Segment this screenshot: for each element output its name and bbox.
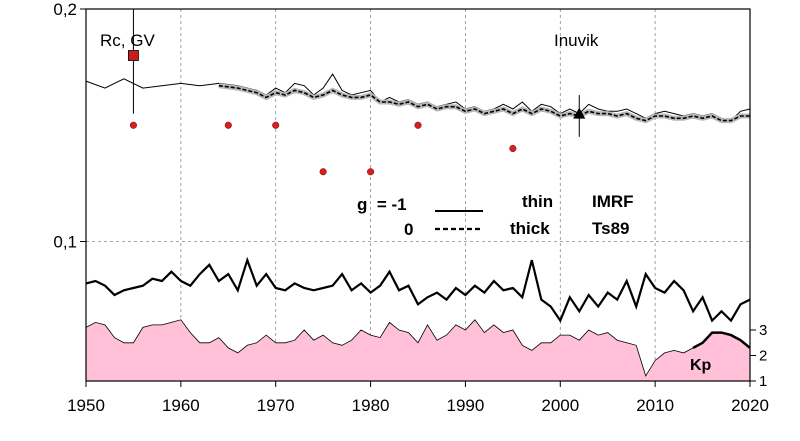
kp-area-fill — [85, 319, 751, 382]
y-axis-label: Rc, GV — [100, 31, 155, 50]
x-tick-label-2010: 2010 — [636, 396, 674, 415]
kp-tick-label-2: 3 — [759, 322, 767, 339]
x-tick-label-2020: 2020 — [731, 396, 769, 415]
triangle_with_errorbar-shape — [573, 107, 586, 119]
data-point-1980 — [367, 168, 375, 176]
kp-tick-label-0: 1 — [759, 373, 767, 390]
legend-g-label-1: g = -1 — [357, 195, 407, 214]
data-point-1975 — [319, 168, 327, 176]
data-point-1955 — [129, 121, 137, 129]
kp-curve-tail — [692, 331, 751, 350]
kp-tick-label-1: 2 — [759, 348, 767, 365]
x-tick-label-2000: 2000 — [541, 396, 579, 415]
markers-group — [128, 9, 586, 137]
series-ts89-line — [218, 84, 750, 122]
station-label: Inuvik — [554, 31, 599, 50]
series-group — [85, 73, 751, 323]
x-tick-label-1970: 1970 — [257, 396, 295, 415]
kp-area — [85, 319, 751, 382]
square_with_errorbar-shape — [128, 50, 139, 61]
x-tick-label-1950: 1950 — [67, 396, 105, 415]
data-point-1995 — [509, 144, 517, 153]
data-point-1965 — [224, 121, 232, 129]
data-point-1985 — [414, 121, 422, 129]
points-group — [129, 121, 517, 176]
y-tick-label-0: 0,1 — [53, 233, 77, 252]
legend-style-label-1: thin — [522, 192, 553, 211]
x-tick-label-1990: 1990 — [447, 396, 485, 415]
legend-style-label-2: thick — [510, 219, 550, 238]
y-tick-label-1: 0,2 — [53, 0, 77, 19]
series-lower-line — [85, 256, 751, 323]
legend: g = -1 thin IMRF 0 thick Ts89 — [357, 192, 634, 239]
x-tick-label-1980: 1980 — [352, 396, 390, 415]
plot-frame — [85, 8, 751, 382]
legend-g-label-2: 0 — [404, 220, 413, 239]
kp-label: Kp — [690, 357, 712, 374]
axes: 1950 1960 1970 1980 1990 2000 2010 2020 0,1 0,2 1 2… — [53, 0, 769, 415]
x-tick-label-1960: 1960 — [162, 396, 200, 415]
legend-model-label-2: Ts89 — [592, 219, 630, 238]
grid — [86, 9, 750, 381]
data-point-1970 — [272, 121, 280, 129]
legend-model-label-1: IMRF — [592, 192, 634, 211]
